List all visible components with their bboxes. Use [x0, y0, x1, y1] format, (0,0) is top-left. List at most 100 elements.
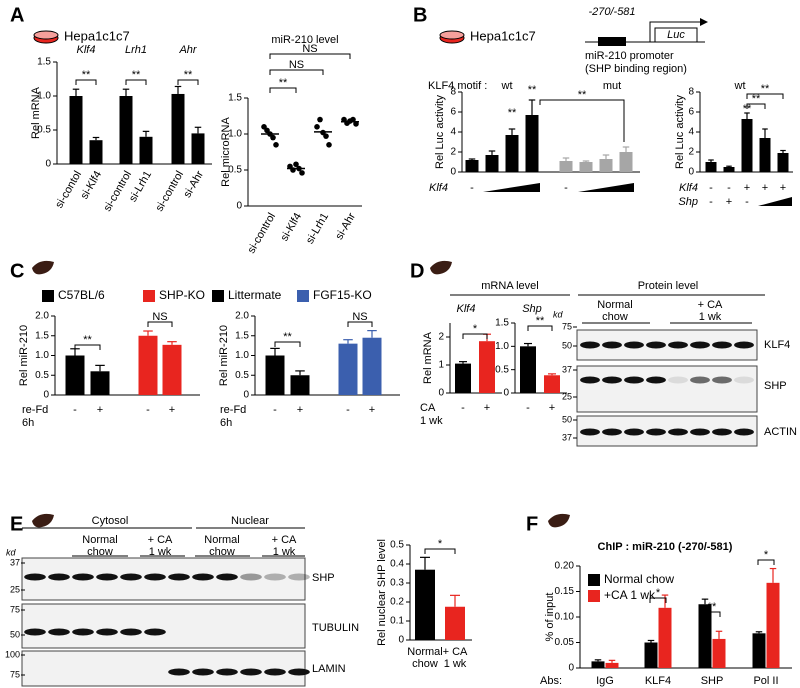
significance-label: NS	[352, 311, 367, 323]
protein-label: KLF4	[764, 339, 790, 351]
group-label: + CA	[272, 534, 297, 546]
blot-band	[580, 341, 600, 349]
chart-title: Shp	[522, 303, 542, 315]
y-tick-label: 1.5	[495, 318, 509, 329]
blot-band	[264, 573, 286, 581]
y-tick-label: 0	[688, 167, 694, 178]
blot-band	[668, 428, 688, 436]
blot-band	[216, 573, 238, 581]
legend-label: SHP-KO	[159, 288, 205, 302]
row-value: -	[526, 402, 530, 414]
significance-label: **	[82, 69, 91, 81]
blot-band	[96, 628, 118, 636]
promoter-name: miR-210 promoter	[585, 50, 674, 62]
bar	[759, 138, 771, 172]
significance-bracket	[757, 559, 775, 565]
blot-band	[120, 628, 142, 636]
y-tick-label: 0.5	[235, 370, 249, 381]
group-label: mut	[603, 80, 621, 92]
data-point	[314, 124, 320, 130]
dose-triangle	[578, 183, 634, 192]
blot-band	[734, 428, 754, 436]
significance-label: **	[279, 77, 288, 89]
group-label: Ahr	[178, 44, 197, 56]
liver-icon	[32, 260, 54, 275]
bar	[65, 355, 85, 395]
y-tick-label: 0	[503, 388, 509, 399]
row-value: +	[297, 404, 303, 416]
bar	[171, 93, 185, 164]
bar	[69, 96, 83, 164]
bar	[415, 569, 435, 640]
group-label: wt	[501, 80, 513, 92]
y-tick-label: 1.0	[37, 91, 51, 102]
bar	[723, 167, 735, 172]
x-tick-label: IgG	[596, 675, 614, 687]
blot-band	[712, 428, 732, 436]
blot-band	[288, 668, 310, 676]
bar	[544, 375, 560, 393]
bar	[455, 363, 471, 393]
blot-band	[240, 668, 262, 676]
y-tick-label: 1.0	[495, 341, 509, 352]
liver-icon	[548, 513, 570, 528]
y-tick-label: 0	[568, 663, 574, 674]
significance-label: **	[708, 601, 717, 613]
kd-marker: 50	[10, 629, 20, 639]
row-value: -	[470, 182, 474, 194]
kd-marker: 37	[10, 557, 20, 567]
x-axis-label: Abs:	[540, 675, 562, 687]
bar	[741, 119, 753, 172]
row-label: Klf4	[429, 182, 448, 194]
data-point	[270, 134, 276, 141]
kd-marker: 100	[5, 649, 20, 659]
row-label: 6h	[220, 417, 232, 429]
data-point	[326, 142, 332, 148]
fraction-label: Cytosol	[92, 515, 129, 527]
bar	[591, 661, 605, 668]
panel-label: B	[413, 4, 427, 26]
y-tick-label: 0	[398, 635, 404, 646]
panel-label: E	[10, 513, 23, 535]
blot-band	[48, 628, 70, 636]
y-tick-label: 1.5	[37, 57, 51, 68]
row-value: +	[169, 404, 175, 416]
bar	[265, 355, 285, 395]
group-label: chow	[87, 546, 113, 558]
y-axis-label: Rel Luc activity	[434, 95, 446, 169]
significance-bracket	[75, 79, 97, 85]
y-tick-label: 0.2	[390, 597, 404, 608]
bar	[338, 343, 358, 395]
y-tick-label: 1.5	[235, 330, 249, 341]
y-axis-label: Rel mRNA	[422, 331, 434, 384]
group-label: Normal	[204, 534, 239, 546]
blot-band	[668, 341, 688, 349]
bar	[619, 152, 633, 172]
row-label: Klf4	[679, 182, 698, 194]
data-point	[293, 161, 299, 168]
row-value: +	[549, 402, 555, 414]
blot-band	[144, 628, 166, 636]
row-label: 6h	[22, 417, 34, 429]
significance-bracket	[746, 103, 766, 109]
y-tick-label: 2	[438, 332, 444, 343]
row-value: -	[564, 182, 568, 194]
y-tick-label: 2	[450, 147, 456, 158]
group-label: 1 wk	[273, 546, 296, 558]
y-tick-label: 0.5	[37, 125, 51, 136]
significance-bracket	[746, 93, 784, 99]
data-point	[299, 170, 305, 176]
significance-bracket	[424, 548, 456, 554]
bar	[485, 155, 499, 172]
y-tick-label: 0.15	[555, 586, 575, 597]
bar	[505, 135, 519, 172]
legend-label: Littermate	[228, 288, 282, 302]
kd-marker: 25	[10, 584, 20, 594]
y-axis-label: Rel Luc activity	[674, 95, 686, 169]
x-tick-label: SHP	[701, 675, 724, 687]
bar	[658, 607, 672, 668]
bar	[698, 604, 712, 668]
group-label: 1 wk	[699, 311, 722, 323]
significance-label: **	[528, 84, 537, 96]
significance-label: *	[438, 538, 443, 550]
